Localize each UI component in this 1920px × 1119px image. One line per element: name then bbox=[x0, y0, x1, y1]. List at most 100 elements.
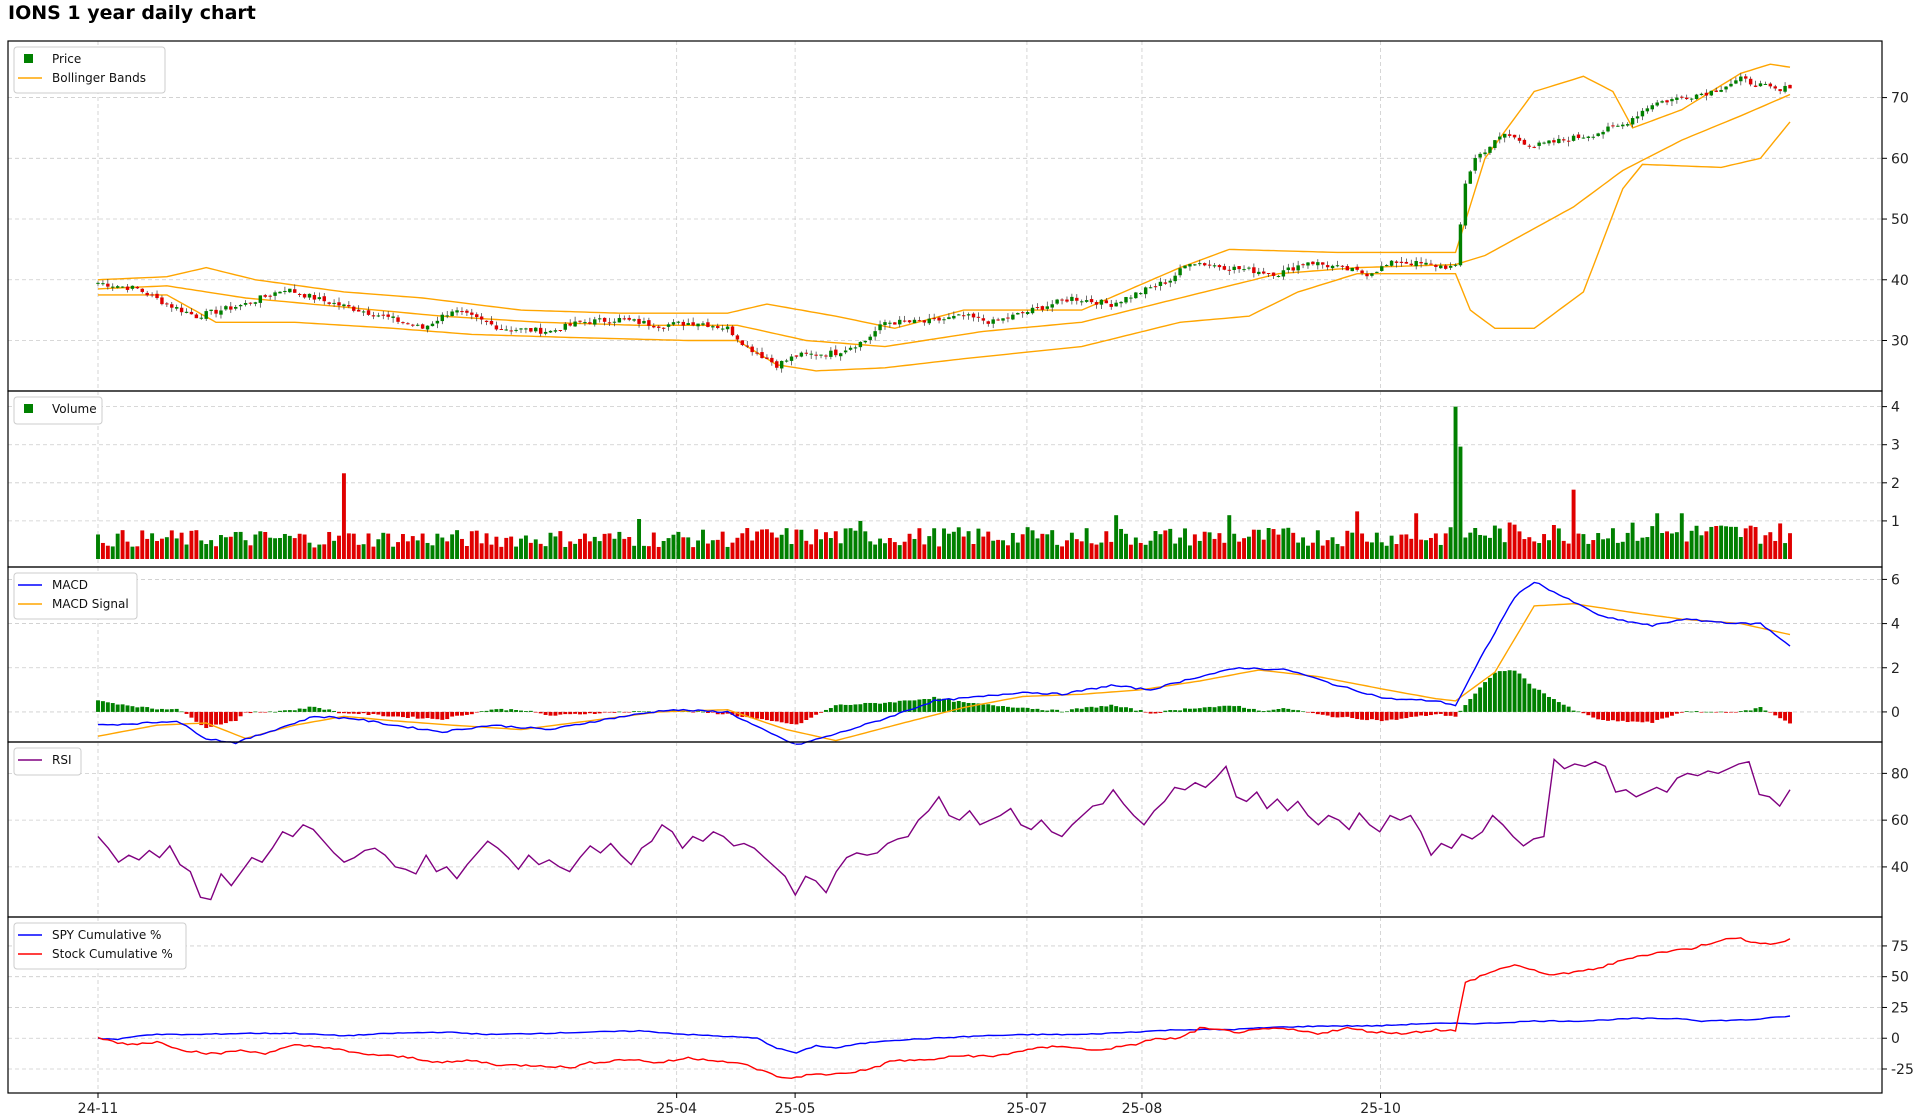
macd-histogram-bar bbox=[1665, 711, 1669, 718]
volume-bar bbox=[1276, 534, 1281, 559]
macd-histogram-bar bbox=[1320, 711, 1325, 715]
candle-body bbox=[1198, 263, 1202, 265]
volume-bar bbox=[1330, 537, 1335, 559]
volume-bar bbox=[622, 538, 627, 559]
macd-histogram-bar bbox=[1124, 707, 1128, 712]
macd-histogram-bar bbox=[1084, 707, 1089, 712]
stock-cumulative-line bbox=[97, 937, 1791, 1080]
volume-bar bbox=[1443, 533, 1448, 559]
volume-bar bbox=[386, 533, 391, 559]
candle-body bbox=[1178, 268, 1182, 276]
candle-body bbox=[720, 328, 725, 330]
candle-body bbox=[1532, 146, 1536, 148]
macd-histogram-bar bbox=[1173, 710, 1178, 712]
volume-bar bbox=[1650, 526, 1655, 559]
candle-body bbox=[1139, 293, 1143, 295]
volume-bar bbox=[573, 543, 578, 559]
volume-bar bbox=[1438, 544, 1443, 559]
candle-body bbox=[96, 282, 100, 284]
macd-legend: MACD MACD Signal bbox=[13, 572, 138, 620]
macd-histogram-bar bbox=[1778, 711, 1783, 719]
volume-bars bbox=[96, 406, 1792, 559]
cumulative-legend-box bbox=[13, 922, 187, 970]
macd-histogram-bar bbox=[410, 711, 415, 717]
volume-bar bbox=[996, 539, 1001, 559]
candle-body bbox=[475, 314, 479, 318]
volume-bar bbox=[1256, 529, 1261, 559]
volume-bar bbox=[1168, 528, 1173, 559]
macd-histogram-bar bbox=[445, 711, 450, 720]
macd-histogram-bar bbox=[1650, 711, 1655, 723]
volume-ytick-label: 4 bbox=[1891, 400, 1900, 416]
candle-body bbox=[106, 283, 110, 287]
volume-bar bbox=[1704, 531, 1709, 559]
volume-bar bbox=[1748, 525, 1753, 559]
volume-bar bbox=[282, 533, 287, 559]
volume-bar bbox=[1251, 529, 1256, 559]
volume-bar bbox=[1768, 532, 1773, 559]
macd-histogram-bar bbox=[130, 706, 135, 712]
macd-histogram-bar bbox=[381, 711, 386, 717]
macd-histogram-bar bbox=[917, 699, 922, 712]
candle-body bbox=[524, 328, 528, 330]
volume-bar bbox=[204, 544, 209, 559]
candle-body bbox=[1060, 299, 1064, 301]
macd-histogram-bar bbox=[1625, 711, 1630, 723]
macd-histogram-bar bbox=[366, 711, 371, 716]
macd-histogram-bar bbox=[1389, 711, 1394, 720]
volume-bar bbox=[1404, 534, 1409, 559]
macd-histogram-bar bbox=[538, 711, 543, 714]
volume-bar bbox=[1478, 534, 1483, 559]
candle-body bbox=[125, 286, 130, 290]
candle-body bbox=[1650, 105, 1654, 110]
candle-body bbox=[307, 293, 312, 298]
macd-histogram-bar bbox=[460, 711, 464, 716]
macd-histogram-bar bbox=[750, 711, 755, 719]
candle-body bbox=[302, 294, 307, 298]
volume-bar bbox=[1050, 530, 1055, 559]
volume-bar bbox=[1187, 545, 1192, 559]
volume-bar bbox=[981, 536, 986, 559]
volume-bar bbox=[1217, 533, 1222, 559]
price-grid: 30 40 50 60 70 bbox=[8, 41, 1909, 391]
candle-body bbox=[838, 353, 843, 357]
macd-histogram-bar bbox=[1163, 710, 1168, 712]
macd-histogram-bar bbox=[1399, 711, 1404, 719]
volume-bar bbox=[469, 531, 474, 559]
candle-body bbox=[229, 306, 233, 310]
volume-bar bbox=[1433, 533, 1438, 559]
candle-body bbox=[288, 288, 292, 293]
macd-histogram-bar bbox=[1286, 708, 1291, 712]
volume-bar bbox=[671, 534, 676, 559]
volume-bar bbox=[1630, 522, 1635, 559]
price-ytick-label: 50 bbox=[1891, 212, 1909, 228]
volume-bar bbox=[1045, 534, 1050, 559]
candle-body bbox=[834, 349, 838, 356]
macd-histogram-bar bbox=[1438, 711, 1443, 714]
macd-histogram-bar bbox=[1586, 711, 1591, 716]
macd-histogram-bar bbox=[553, 711, 558, 716]
macd-histogram-bar bbox=[469, 711, 474, 715]
volume-bar bbox=[666, 538, 671, 559]
candle-body bbox=[1562, 139, 1566, 141]
candle-body bbox=[1291, 267, 1295, 271]
candle-body bbox=[824, 355, 828, 357]
volume-bar bbox=[1286, 527, 1291, 559]
candle-body bbox=[1114, 302, 1118, 307]
macd-histogram-bar bbox=[1227, 705, 1232, 712]
candle-body bbox=[922, 320, 927, 323]
candle-body bbox=[858, 341, 863, 348]
candle-body bbox=[499, 329, 504, 331]
volume-bar bbox=[602, 533, 607, 559]
volume-bar bbox=[164, 537, 169, 559]
candle-body bbox=[120, 286, 125, 288]
volume-bar bbox=[1394, 544, 1399, 559]
volume-bar bbox=[1655, 513, 1660, 559]
volume-bar bbox=[543, 546, 548, 559]
volume-bar bbox=[169, 530, 174, 559]
macd-ytick-label: 2 bbox=[1891, 661, 1900, 677]
volume-bar bbox=[1030, 530, 1035, 559]
candle-body bbox=[1557, 138, 1561, 144]
candle-body bbox=[1006, 317, 1010, 319]
candle-body bbox=[701, 323, 705, 325]
